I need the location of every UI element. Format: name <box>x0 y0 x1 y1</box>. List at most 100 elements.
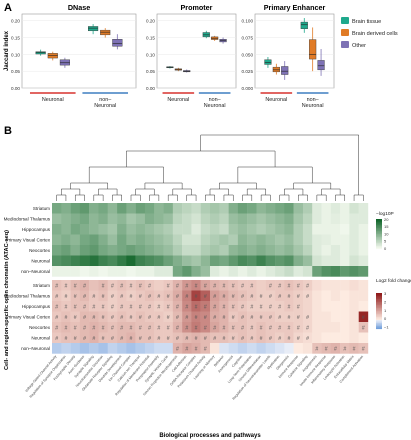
heatmap-cell <box>70 311 81 323</box>
heatmap-cell <box>182 332 192 344</box>
heatmap-cell <box>237 255 248 267</box>
significance-mark: # <box>297 283 300 289</box>
heatmap-cell <box>135 213 146 225</box>
significance-mark: # <box>167 283 170 289</box>
box-other <box>281 66 289 75</box>
heatmap-row-label: Neocortex <box>29 325 51 330</box>
heatmap-cell <box>228 280 239 291</box>
x-category-label: non– <box>307 97 319 103</box>
heatmap-cell <box>265 245 276 256</box>
heatmap-cell <box>340 255 350 267</box>
legend-gradient-step <box>376 326 382 328</box>
heatmap-cell <box>163 332 174 344</box>
heatmap-cell <box>163 245 174 256</box>
dendrogram-branch <box>237 166 313 183</box>
heatmap-cell <box>117 301 127 312</box>
box-charts: 0.00 0.05 0.10 0.15 0.20 DNase Jaccard index Ne… <box>4 3 335 109</box>
heatmap-cell <box>256 322 266 333</box>
heatmap-cell <box>256 245 266 256</box>
heatmap-cell <box>154 224 164 235</box>
heatmap-cell <box>237 311 248 323</box>
legend-gradient-step <box>376 232 382 235</box>
heatmap-cell <box>163 290 174 302</box>
heatmap-cell <box>117 213 127 225</box>
significance-mark: # <box>148 283 151 289</box>
legend-gradient-step <box>376 223 382 226</box>
heatmap-cell <box>275 255 285 267</box>
heatmap-cell <box>237 332 248 344</box>
dendrogram-branch <box>112 194 122 201</box>
legend-gradient-step <box>376 229 382 232</box>
significance-mark: # <box>176 346 179 352</box>
dendrogram-branch <box>298 194 308 201</box>
heatmap-cell <box>358 224 369 235</box>
heatmap-cell <box>247 311 257 323</box>
significance-mark: # <box>55 304 58 310</box>
significance-mark: # <box>176 325 179 331</box>
heatmap-cell <box>293 213 304 225</box>
heatmap-cell <box>210 301 220 312</box>
heatmap-cell <box>284 203 294 214</box>
heatmap-cell <box>228 290 239 302</box>
heatmap-cell <box>52 301 62 312</box>
significance-mark: # <box>362 315 365 321</box>
heatmap-cell <box>349 311 359 323</box>
heatmap-cell <box>228 234 239 246</box>
heatmap-cell <box>256 203 266 214</box>
significance-mark: # <box>204 346 207 352</box>
heatmap-cell <box>126 234 136 246</box>
heatmap-cell <box>330 224 341 235</box>
legend-gradient-step <box>376 231 382 233</box>
heatmap-cell <box>265 332 276 344</box>
heatmap-cell <box>182 203 192 214</box>
dendrogram-branch <box>172 188 192 195</box>
significance-mark: # <box>102 304 105 310</box>
heatmap-cell <box>79 322 90 333</box>
heatmap-cell <box>117 224 127 235</box>
dendrogram-branch <box>149 194 160 201</box>
heatmap-cell <box>284 290 294 302</box>
significance-mark: # <box>185 283 188 289</box>
heatmap-cell <box>219 224 229 235</box>
significance-mark: # <box>167 325 170 331</box>
significance-mark: # <box>288 315 291 321</box>
box-legend: Brain tissue Brain derived cells Other <box>341 17 398 49</box>
heatmap-cell <box>237 280 248 291</box>
heatmap-cell <box>265 290 276 302</box>
heatmap-cell <box>182 245 192 256</box>
heatmap-cell <box>265 255 276 267</box>
heatmap-cell <box>330 311 341 323</box>
heatmap-cell <box>265 280 276 291</box>
significance-mark: # <box>222 294 225 300</box>
heatmap-cell <box>144 290 155 302</box>
heatmap-cell <box>61 343 71 354</box>
legend-tick: 20 <box>384 217 389 222</box>
significance-mark: # <box>213 304 216 310</box>
heatmap-cell <box>265 224 276 235</box>
dendrogram-branch <box>353 194 364 201</box>
heatmap-cell <box>144 266 155 277</box>
significance-mark: # <box>83 294 86 300</box>
significance-mark: # <box>176 304 179 310</box>
heatmap-cell <box>275 343 285 354</box>
significance-mark: # <box>55 283 58 289</box>
x-category-label: Neuronal <box>265 97 287 103</box>
heatmap-cell <box>154 290 164 302</box>
heatmap-cell <box>52 203 62 214</box>
heatmap-cell <box>302 332 313 344</box>
heatmap-cell <box>79 213 90 225</box>
significance-mark: # <box>130 294 133 300</box>
y-tick-label: 0.00 <box>11 86 20 91</box>
heatmap-cell <box>79 266 90 277</box>
heatmap-cell <box>163 203 174 214</box>
dendrogram-branch <box>293 182 332 189</box>
dendrogram-branch <box>144 182 183 189</box>
heatmap-cell <box>191 266 201 277</box>
significance-mark: # <box>288 304 291 310</box>
box-other <box>317 60 325 71</box>
heatmap-cell <box>117 332 127 344</box>
heatmap-cell <box>275 290 285 302</box>
heatmap-cell <box>302 255 313 267</box>
heatmap-cell <box>107 311 118 323</box>
legend-gradient-step <box>376 228 382 230</box>
